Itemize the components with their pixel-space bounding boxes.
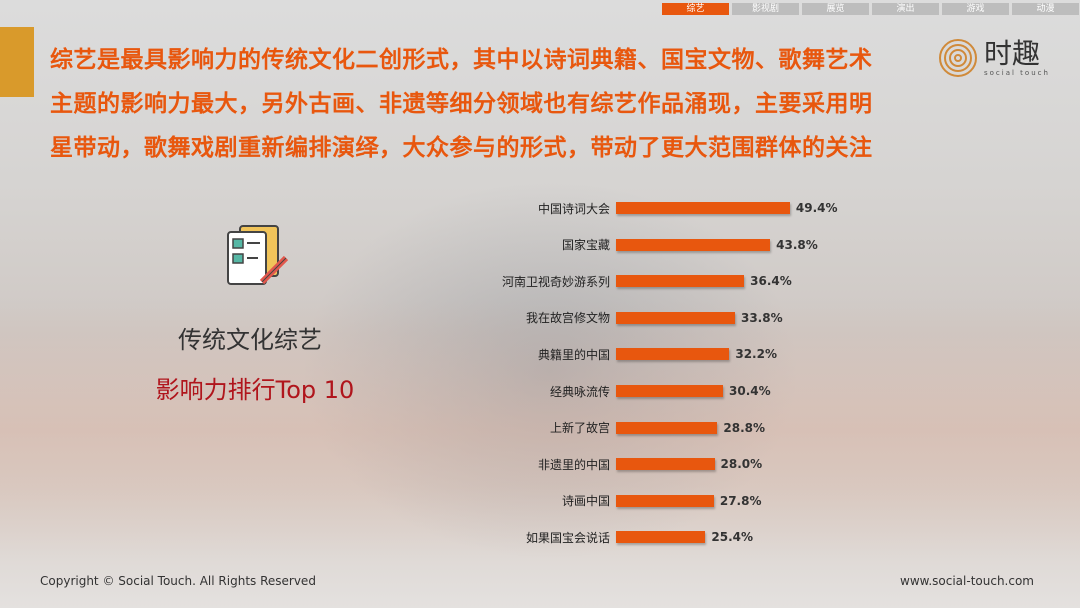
data-label: 28.8% — [723, 420, 766, 435]
bar — [616, 348, 730, 361]
bar — [616, 494, 714, 507]
copyright: Copyright © Social Touch. All Rights Res… — [40, 574, 316, 588]
background-stage — [0, 300, 1080, 560]
accent-block — [0, 27, 34, 97]
category-label: 非遗里的中国 — [537, 457, 610, 472]
logo-name: 时趣 — [984, 36, 1041, 70]
bar — [616, 531, 706, 544]
left-title: 传统文化综艺 — [178, 326, 322, 354]
left-subtitle: 影响力排行Top 10 — [155, 376, 355, 404]
headline-line: 星带动，歌舞戏剧重新编排演绎，大众参与的形式，带动了更大范围群体的关注 — [50, 135, 873, 161]
data-label: 43.8% — [776, 237, 818, 252]
headline: 综艺是最具影响力的传统文化二创形式，其中以诗词典籍、国宝文物、歌舞艺术 主题的影… — [50, 38, 930, 170]
data-label: 32.2% — [735, 347, 777, 362]
bar-row: 河南卫视奇妙游系列 36.4% — [440, 271, 792, 291]
bar-row: 中国诗词大会 49.4% — [440, 198, 838, 218]
category-label: 如果国宝会说话 — [525, 530, 610, 545]
checklist-icon — [227, 225, 289, 285]
category-label: 国家宝藏 — [561, 238, 610, 253]
category-label: 我在故宫修文物 — [525, 311, 610, 326]
category-label: 经典咏流传 — [549, 384, 610, 399]
bar — [616, 311, 735, 324]
tab-performance[interactable]: 演出 — [872, 3, 939, 15]
data-label: 33.8% — [740, 310, 783, 325]
tab-anime[interactable]: 动漫 — [1012, 3, 1079, 15]
data-label: 49.4% — [795, 201, 838, 215]
data-label: 30.4% — [729, 384, 771, 398]
bar-row: 经典咏流传 30.4% — [440, 381, 771, 401]
logo-sub: social touch — [984, 68, 1050, 77]
bar-row: 如果国宝会说话 25.4% — [440, 527, 753, 547]
data-label: 36.4% — [750, 274, 792, 289]
bar-row: 上新了故宫 28.8% — [440, 418, 765, 438]
bar-row: 非遗里的中国 28.0% — [440, 454, 762, 474]
data-label: 27.8% — [719, 493, 762, 508]
data-label: 28.0% — [720, 457, 763, 472]
top-nav: 综艺 影视剧 展览 演出 游戏 动漫 — [662, 3, 1079, 15]
data-label: 25.4% — [711, 530, 754, 545]
bar — [616, 202, 790, 214]
bar-row: 诗画中国 27.8% — [440, 491, 762, 511]
tab-games[interactable]: 游戏 — [942, 3, 1009, 15]
bar-row: 我在故宫修文物 33.8% — [440, 308, 783, 328]
bar — [616, 275, 745, 288]
category-label: 河南卫视奇妙游系列 — [501, 274, 610, 289]
website-link[interactable]: www.social-touch.com — [900, 574, 1034, 588]
bar-row: 国家宝藏 43.8% — [440, 235, 818, 255]
category-label: 中国诗词大会 — [537, 201, 610, 216]
headline-line: 主题的影响力最大，另外古画、非遗等细分领域也有综艺作品涌现，主要采用明 — [50, 91, 873, 117]
tab-variety[interactable]: 综艺 — [662, 3, 729, 15]
logo: 时趣 social touch — [938, 38, 1050, 78]
category-label: 上新了故宫 — [549, 421, 610, 436]
bar — [616, 421, 718, 434]
logo-rings-icon — [939, 39, 977, 77]
bar — [616, 385, 723, 397]
bar — [616, 458, 715, 471]
bar-row: 典籍里的中国 32.2% — [440, 344, 777, 364]
category-label: 典籍里的中国 — [537, 347, 610, 362]
bar — [616, 238, 771, 251]
category-label: 诗画中国 — [561, 494, 610, 509]
tab-exhibition[interactable]: 展览 — [802, 3, 869, 15]
headline-line: 综艺是最具影响力的传统文化二创形式，其中以诗词典籍、国宝文物、歌舞艺术 — [50, 47, 873, 73]
tab-film-tv[interactable]: 影视剧 — [732, 3, 799, 15]
